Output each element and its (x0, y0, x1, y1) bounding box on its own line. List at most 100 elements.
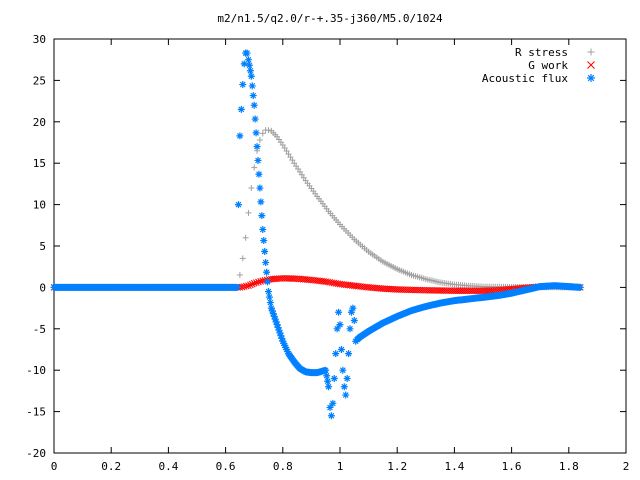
data-point (258, 212, 266, 220)
data-point (345, 350, 353, 358)
data-point (274, 323, 282, 331)
data-point (244, 56, 252, 64)
data-point (349, 304, 357, 312)
data-point (322, 366, 330, 374)
data-point (246, 67, 254, 75)
data-point (248, 82, 256, 90)
data-point (237, 105, 245, 113)
plot-area (50, 49, 584, 420)
x-tick-label: 1 (337, 460, 344, 473)
data-point (252, 279, 260, 286)
data-point (261, 248, 269, 256)
data-point (279, 337, 287, 345)
data-point (234, 201, 242, 209)
y-tick-label: -15 (26, 406, 46, 419)
data-point (281, 145, 288, 152)
legend-marker (587, 74, 595, 82)
y-tick-label: 15 (33, 157, 46, 170)
data-point (272, 318, 280, 326)
data-point (268, 307, 276, 315)
data-point (347, 308, 355, 316)
y-tick-label: -10 (26, 364, 46, 377)
y-tick-label: 10 (33, 199, 46, 212)
data-point (282, 343, 290, 351)
y-tick-label: 20 (33, 116, 46, 129)
data-point (242, 282, 250, 290)
data-point (327, 412, 335, 420)
data-point (343, 374, 351, 382)
data-point (281, 341, 289, 349)
legend-marker (587, 48, 595, 56)
data-point (335, 308, 343, 316)
data-point (277, 332, 285, 340)
data-point (287, 154, 294, 161)
data-point (323, 372, 331, 380)
data-point (260, 236, 268, 244)
data-point (254, 156, 262, 164)
data-point (239, 81, 247, 89)
data-point (247, 281, 254, 289)
data-point (253, 143, 261, 151)
data-point (240, 60, 248, 68)
x-tick-label: 0 (51, 460, 58, 473)
data-point (263, 268, 271, 276)
x-tick-label: 0.4 (158, 460, 178, 473)
data-point (273, 321, 281, 329)
data-point (236, 132, 244, 140)
x-tick-label: 1.6 (502, 460, 522, 473)
data-point (339, 366, 347, 374)
data-point (289, 157, 296, 164)
data-point (265, 127, 272, 134)
data-point (336, 321, 344, 329)
x-tick-label: 0.6 (216, 460, 236, 473)
data-point (350, 317, 358, 325)
data-point (259, 225, 267, 233)
data-point (342, 391, 350, 399)
y-tick-label: 25 (33, 74, 46, 87)
data-point (256, 184, 264, 192)
y-tick-label: -20 (26, 447, 46, 460)
data-point (247, 72, 255, 80)
series-acoustic-flux (50, 49, 584, 420)
data-point (245, 282, 252, 290)
data-point (324, 377, 332, 385)
data-point (265, 288, 272, 296)
x-tick-label: 2 (623, 460, 630, 473)
data-point (333, 325, 341, 333)
data-point (251, 115, 259, 123)
x-tick-label: 1.4 (444, 460, 464, 473)
legend-marker (587, 61, 595, 69)
data-point (329, 399, 337, 407)
data-point (245, 61, 253, 69)
data-point (325, 383, 333, 391)
y-tick-label: 0 (39, 281, 46, 294)
data-point (248, 280, 256, 288)
x-tick-label: 1.8 (559, 460, 579, 473)
data-point (330, 374, 338, 382)
data-point (242, 234, 249, 241)
data-point (243, 49, 251, 57)
data-point (267, 304, 275, 312)
data-point (265, 293, 273, 301)
data-point (251, 164, 258, 171)
data-point (264, 278, 272, 286)
data-point (249, 92, 257, 100)
series-r-stress (51, 127, 584, 291)
data-point (256, 137, 263, 144)
data-point (255, 278, 262, 286)
data-point (326, 403, 334, 411)
y-tick-label: -5 (33, 323, 46, 336)
data-point (239, 255, 246, 262)
data-point (576, 283, 584, 291)
data-point (346, 325, 354, 333)
data-point (279, 141, 286, 148)
data-point (332, 350, 340, 358)
data-point (271, 315, 279, 323)
legend-label: R stress (515, 46, 568, 59)
legend-label: G work (528, 59, 568, 72)
data-point (233, 283, 241, 291)
data-point (250, 101, 258, 109)
data-point (278, 334, 286, 342)
